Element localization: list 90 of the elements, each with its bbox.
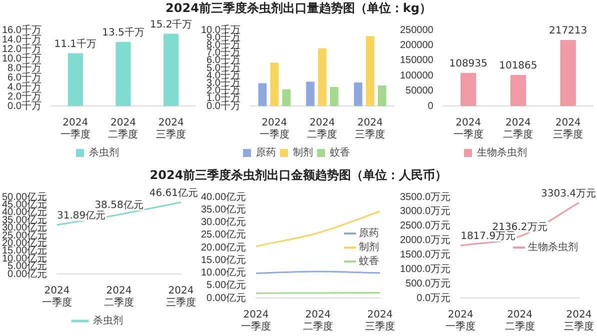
x-tick-label: 2024三季度 <box>156 118 186 141</box>
y-tick-label: 2500.0万元 <box>400 220 451 232</box>
legend-label: 制剂 <box>359 241 379 254</box>
bar <box>354 82 362 106</box>
legend-label: 蚊香 <box>330 146 350 159</box>
legend-label: 原药 <box>359 227 379 240</box>
y-tick-label: 1500.0万元 <box>400 249 451 260</box>
y-tick-label: 12.0千万 <box>2 42 42 55</box>
x-tick-label: 2024一季度 <box>42 286 72 309</box>
bar <box>306 82 314 106</box>
y-tick-label: 5.00亿元 <box>206 280 246 292</box>
data-label: 108935 <box>449 58 488 70</box>
legend-label: 生物杀虫剂 <box>477 146 527 159</box>
y-tick-label: 30.00亿元 <box>200 217 246 228</box>
data-label: 31.89亿元 <box>57 210 106 222</box>
y-tick-label: 1000.0万元 <box>400 264 451 275</box>
y-tick-label: 10.00亿元 <box>200 268 246 278</box>
data-label: 101865 <box>499 60 538 72</box>
y-tick-label: 16.0千万 <box>2 24 42 36</box>
y-tick-label: 25.00亿元 <box>200 230 246 241</box>
x-tick-label: 2024二季度 <box>503 118 534 141</box>
y-tick-label: 200000 <box>400 40 434 51</box>
bar <box>378 85 386 106</box>
text: 2024前三季度杀虫剂出口量趋势图（单位：kg） <box>164 1 432 16</box>
y-tick-label: 0.00亿元 <box>206 292 246 304</box>
x-tick-label: 2024二季度 <box>303 310 334 333</box>
x-tick-label: 2024一季度 <box>60 118 90 141</box>
bar <box>116 42 131 106</box>
data-label: 2136.2万元 <box>492 222 548 233</box>
legend-label: 杀虫剂 <box>89 146 119 159</box>
x-tick-label: 2024二季度 <box>108 118 138 141</box>
data-label: 15.2千万 <box>150 18 192 30</box>
y-tick-label: 2.0千万 <box>8 90 42 102</box>
legend-label: 蚊香 <box>359 255 379 268</box>
data-label: 13.5千万 <box>102 26 144 38</box>
legend-label: 制剂 <box>293 146 313 159</box>
y-tick-label: 150000 <box>400 55 434 66</box>
x-tick-label: 2024一季度 <box>446 310 476 333</box>
legend-label: 生物杀虫剂 <box>528 241 578 254</box>
x-tick-label: 2024二季度 <box>104 286 134 309</box>
y-tick-label: 100000 <box>400 70 434 82</box>
y-tick-label: 2000.0万元 <box>400 235 451 246</box>
data-label: 11.1千万 <box>54 38 97 50</box>
y-tick-label: 0.0万元 <box>416 292 451 304</box>
x-tick-label: 2024三季度 <box>564 310 594 333</box>
data-label: 46.61亿元 <box>149 188 198 199</box>
data-label: 38.58亿元 <box>94 200 144 212</box>
text: 2024前三季度杀虫剂出口金额趋势图（单位：人民币） <box>148 168 448 183</box>
y-tick-label: 14.0千万 <box>2 33 42 46</box>
y-tick-label: 15.00亿元 <box>200 254 246 266</box>
x-tick-label: 2024一季度 <box>259 118 290 141</box>
y-tick-label: 35.00亿元 <box>200 204 246 216</box>
y-tick-label: 10.0千万 <box>2 52 42 64</box>
x-tick-label: 2024三季度 <box>553 118 584 141</box>
y-tick-label: 3500.0万元 <box>400 192 451 203</box>
y-tick-label: 50000 <box>406 86 434 97</box>
data-label: 217213 <box>548 26 588 37</box>
x-tick-label: 2024三季度 <box>365 310 395 333</box>
y-tick-label: 0.00亿元 <box>8 268 48 280</box>
x-tick-label: 2024一季度 <box>241 310 272 333</box>
y-tick-label: 8.0千万 <box>8 62 42 74</box>
y-tick-label: 0 <box>428 100 434 112</box>
y-tick-label: 3000.0万元 <box>400 206 451 218</box>
legend-label: 原药 <box>256 146 276 159</box>
y-tick-label: 0.0千万 <box>8 100 42 112</box>
data-label: 1817.9万元 <box>460 231 516 242</box>
y-tick-label: 20.00亿元 <box>200 242 246 254</box>
x-tick-label: 2024二季度 <box>307 118 338 141</box>
y-tick-label: 500.0万元 <box>406 278 451 290</box>
bar <box>164 34 179 106</box>
x-tick-label: 2024一季度 <box>453 118 484 141</box>
data-label: 3303.4万元 <box>541 188 596 200</box>
x-tick-label: 2024三季度 <box>166 286 196 309</box>
bar <box>68 53 83 106</box>
bar <box>460 72 476 106</box>
y-tick-label: 4.0千万 <box>8 80 42 93</box>
bar <box>270 62 279 106</box>
bar <box>282 89 291 106</box>
bar <box>258 83 267 106</box>
y-tick-label: 250000 <box>400 24 434 36</box>
bar <box>366 36 374 106</box>
bar <box>318 48 326 106</box>
y-tick-label: 40.00亿元 <box>200 192 246 203</box>
y-tick-label: 6.0千万 <box>8 71 42 84</box>
x-tick-label: 2024三季度 <box>355 118 386 141</box>
legend-label: 杀虫剂 <box>93 314 123 327</box>
bar <box>560 40 576 106</box>
bar <box>330 87 338 106</box>
x-tick-label: 2024二季度 <box>504 310 535 333</box>
bar <box>510 75 526 106</box>
